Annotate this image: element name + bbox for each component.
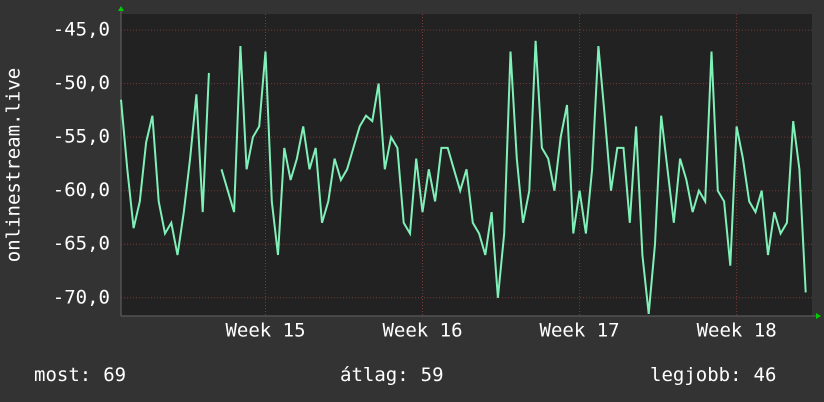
stat-label: átlag: (340, 364, 409, 386)
y-axis-label: onlinestream.live (3, 68, 25, 262)
data-line (120, 40, 807, 315)
y-tick-label: -45,0 (53, 19, 110, 41)
stat-value: 46 (754, 364, 777, 386)
y-tick-label: -60,0 (53, 179, 110, 201)
x-tick-label: Week 17 (540, 320, 620, 342)
plot-area (121, 14, 812, 316)
x-tick-label: Week 18 (697, 320, 777, 342)
stat: most: 69 (34, 364, 126, 386)
y-tick-label: -55,0 (53, 126, 110, 148)
axis-arrow (118, 6, 124, 11)
y-tick-label: -50,0 (53, 72, 110, 94)
axis-arrow (816, 313, 821, 319)
x-tick-label: Week 16 (382, 320, 462, 342)
stat-value: 59 (421, 364, 444, 386)
stat-label: most: (34, 364, 91, 386)
x-tick-label: Week 15 (225, 320, 305, 342)
stat-label: legjobb: (650, 364, 742, 386)
y-tick-label: -65,0 (53, 233, 110, 255)
stat-value: 69 (103, 364, 126, 386)
stat: átlag: 59 (340, 364, 444, 386)
y-tick-label: -70,0 (53, 286, 110, 308)
stat: legjobb: 46 (650, 364, 776, 386)
